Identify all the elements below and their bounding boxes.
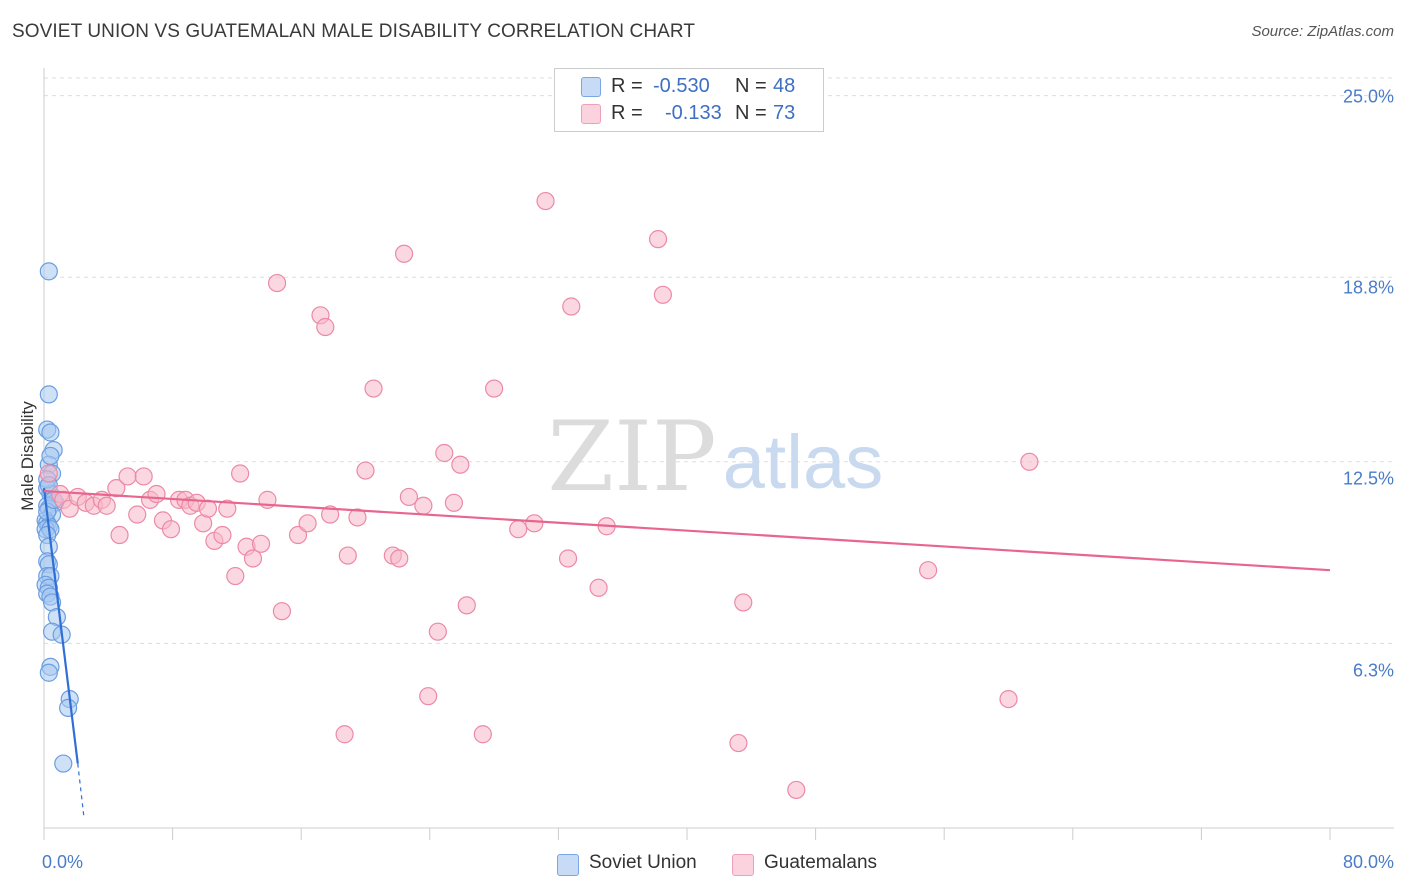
legend-r-value: -0.133 xyxy=(665,102,722,124)
axes xyxy=(43,68,1394,840)
guatemalans-point xyxy=(653,285,672,304)
bottom-legend-swatch-soviet-union xyxy=(557,854,579,876)
guatemalans-point xyxy=(444,493,464,512)
guatemalans-point xyxy=(399,487,419,507)
soviet-union-point xyxy=(39,262,58,281)
soviet-union-point xyxy=(41,446,60,466)
guatemalans-point xyxy=(428,622,447,641)
guatemalans-point xyxy=(243,549,263,568)
guatemalans-point xyxy=(213,525,232,545)
guatemalans-point xyxy=(147,484,166,504)
legend-r-label: R = xyxy=(611,75,643,97)
legend-n-label: N = xyxy=(735,102,767,124)
guatemalans-point xyxy=(729,733,748,753)
guatemalans-point xyxy=(999,689,1018,709)
guatemalans-point xyxy=(390,549,409,568)
guatemalans-point xyxy=(414,496,433,515)
guatemalans-point xyxy=(558,549,578,568)
guatemalans-point xyxy=(118,467,137,486)
guatemalans-point xyxy=(321,505,340,524)
bottom-legend-label: Soviet Union xyxy=(589,852,697,873)
guatemalans-point xyxy=(419,687,438,706)
legend-r-value: -0.530 xyxy=(653,75,710,97)
guatemalans-point xyxy=(110,525,129,545)
y-tick-label: 18.8% xyxy=(1342,277,1394,298)
guatemalans-point xyxy=(364,379,383,398)
guatemalans-point xyxy=(1020,452,1039,471)
guatemalans-point xyxy=(288,525,308,545)
guatemalans-point xyxy=(589,578,608,597)
y-tick-label: 6.3% xyxy=(1352,660,1394,681)
watermark-atlas: atlas xyxy=(723,420,884,505)
guatemalans-point xyxy=(525,514,544,533)
guatemalans-point xyxy=(509,520,528,539)
guatemalans-point xyxy=(394,244,414,263)
guatemalans-point xyxy=(251,534,271,553)
x-tick-label-max: 80.0% xyxy=(1342,852,1394,872)
chart-source: Source: ZipAtlas.com xyxy=(1251,23,1394,40)
trend-lines xyxy=(42,488,1331,820)
soviet-union-point xyxy=(54,754,73,773)
guatemalans-point xyxy=(267,273,287,293)
guatemalans-point xyxy=(648,230,668,249)
soviet-union-point xyxy=(41,423,60,442)
guatemalans-point xyxy=(272,602,292,621)
y-tick-label: 25.0% xyxy=(1342,86,1394,107)
soviet-union-point xyxy=(59,698,78,717)
guatemalans-point xyxy=(473,725,492,744)
guatemalans-point xyxy=(348,508,367,527)
guatemalans-point xyxy=(338,546,357,565)
guatemalans-point xyxy=(356,461,375,480)
correlation-legend: R = -0.530 N = 48 R = -0.133 N = 73 xyxy=(554,68,824,132)
guatemalans-point xyxy=(198,499,218,518)
soviet-union-point xyxy=(39,663,58,682)
guatemalans-point xyxy=(226,566,245,586)
legend-r-label: R = xyxy=(611,102,643,124)
guatemalans-point xyxy=(787,780,806,800)
guatemalans-point xyxy=(485,379,504,398)
guatemalans-point xyxy=(435,443,454,463)
legend-swatch-guatemalans xyxy=(581,104,601,124)
guatemalans-point xyxy=(231,464,250,483)
soviet-union-trend-extension xyxy=(77,763,85,820)
series-guatemalans xyxy=(39,191,1039,800)
guatemalans-point xyxy=(919,561,938,580)
guatemalans-point xyxy=(298,514,317,533)
bottom-legend-swatch-guatemalans xyxy=(732,854,754,876)
guatemalans-point xyxy=(134,467,153,486)
guatemalans-point xyxy=(562,297,581,316)
guatemalans-point xyxy=(734,593,753,612)
legend-n-label: N = xyxy=(735,75,767,97)
guatemalans-point xyxy=(161,520,181,539)
bottom-legend-label: Guatemalans xyxy=(764,852,878,873)
y-tick-label: 12.5% xyxy=(1342,468,1394,489)
legend-swatch-soviet-union xyxy=(581,77,601,97)
guatemalans-point xyxy=(107,479,126,498)
watermark: ZIP atlas xyxy=(547,401,883,513)
watermark-zip: ZIP xyxy=(547,401,716,513)
chart-title: SOVIET UNION VS GUATEMALAN MALE DISABILI… xyxy=(12,21,696,42)
guatemalans-point xyxy=(316,317,335,337)
guatemalans-point xyxy=(39,464,58,483)
guatemalans-point xyxy=(218,499,237,518)
soviet-union-trend-line xyxy=(42,488,79,764)
guatemalans-point xyxy=(451,455,470,474)
guatemalans-point xyxy=(128,505,147,524)
guatemalans-point xyxy=(457,596,476,615)
soviet-union-point xyxy=(39,385,58,404)
guatemalans-trend-line xyxy=(43,489,1331,572)
legend-n-value: 73 xyxy=(773,102,796,124)
guatemalans-point xyxy=(97,496,116,515)
x-tick-label-min: 0.0% xyxy=(42,852,84,872)
guatemalans-point xyxy=(536,191,555,211)
guatemalans-point xyxy=(335,725,354,744)
legend-n-value: 48 xyxy=(773,75,796,97)
